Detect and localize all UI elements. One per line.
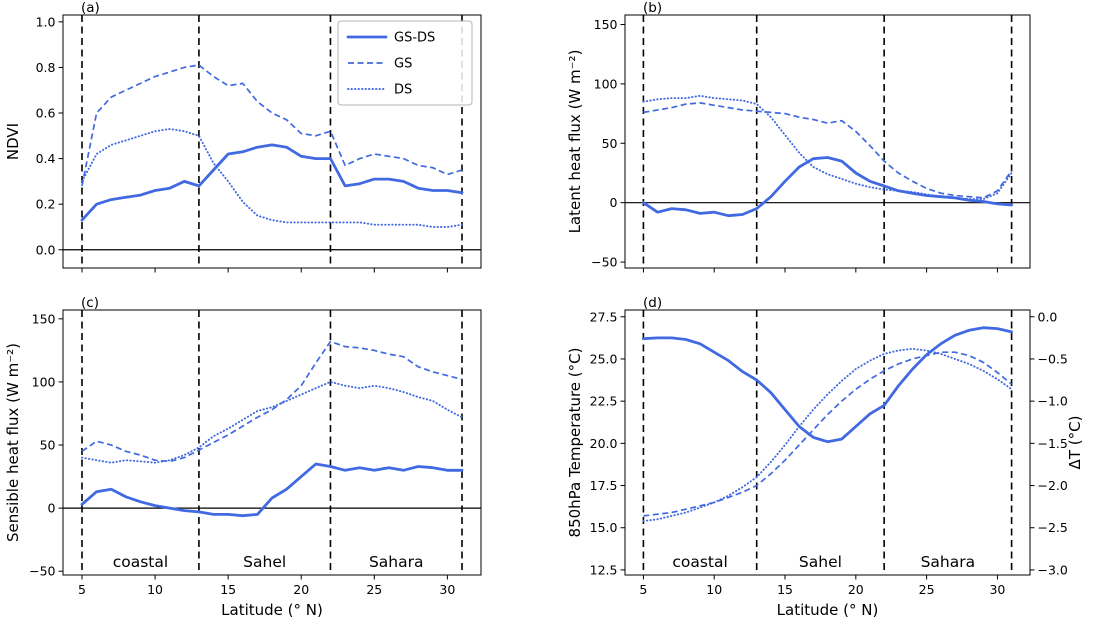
y-tick-label: 100 bbox=[594, 76, 618, 91]
legend: GS-DS GS DS bbox=[337, 20, 473, 106]
legend-label: GS bbox=[394, 57, 412, 72]
y-tick-label: 100 bbox=[32, 374, 56, 389]
y-tick-label: 15.0 bbox=[590, 520, 618, 535]
series-gs bbox=[81, 340, 463, 463]
y-tick-label: 0.6 bbox=[36, 106, 56, 121]
region-label-coastal: coastal bbox=[672, 553, 727, 571]
y-tick-label: 20.0 bbox=[590, 436, 618, 451]
right-y-tick-label: −2.0 bbox=[1038, 478, 1068, 493]
region-label-sahara: Sahara bbox=[921, 553, 976, 571]
panel-d: 12.5 15.0 17.5 20.0 22.5 25.0 27.5 0.0 −0.5 −1.0 −… bbox=[566, 295, 1084, 619]
series-gs bbox=[643, 351, 1013, 517]
right-y-tick-label: −1.5 bbox=[1038, 436, 1068, 451]
y-axis-label: Latent heat flux (W m⁻²) bbox=[566, 50, 584, 234]
x-axis-label: Latitude (° N) bbox=[221, 601, 323, 619]
x-tick-label: 30 bbox=[989, 582, 1005, 597]
axes-frame bbox=[624, 309, 1031, 576]
y-tick-label: 0.2 bbox=[36, 197, 56, 212]
y-axis-label: 850hPa Temperature (°C) bbox=[566, 348, 584, 538]
right-y-tick-label: −1.0 bbox=[1038, 394, 1068, 409]
y-tick-label: 50 bbox=[40, 438, 56, 453]
series-ds bbox=[642, 347, 1013, 522]
x-tick-label: 15 bbox=[777, 582, 793, 597]
x-tick-label: 20 bbox=[293, 582, 309, 597]
series-ds bbox=[81, 128, 463, 228]
y-tick-label: 17.5 bbox=[590, 478, 618, 493]
panel-title-d: (d) bbox=[643, 295, 662, 311]
y-tick-label: 22.5 bbox=[590, 394, 618, 409]
legend-box bbox=[337, 20, 473, 106]
series-ds bbox=[642, 94, 1013, 201]
y-tick-label: 27.5 bbox=[590, 309, 618, 324]
y-tick-label: 0 bbox=[48, 501, 56, 516]
panel-title-b: (b) bbox=[643, 0, 662, 16]
axes-frame bbox=[62, 309, 482, 576]
right-y-tick-label: 0.0 bbox=[1038, 309, 1058, 324]
series-gs bbox=[643, 102, 1013, 199]
panel-title-a: (a) bbox=[81, 0, 100, 16]
series-gs-ds bbox=[80, 462, 464, 518]
panel-b: −50 0 50 100 150 Latent heat flux (W m⁻²) (b) bbox=[566, 0, 1031, 273]
x-tick-label: 10 bbox=[147, 582, 163, 597]
x-axis-label: Latitude (° N) bbox=[777, 601, 879, 619]
y-tick-label: 1.0 bbox=[36, 14, 56, 29]
x-tick-label: 25 bbox=[366, 582, 382, 597]
region-label-sahara: Sahara bbox=[369, 553, 424, 571]
region-label-sahel: Sahel bbox=[799, 553, 842, 571]
x-tick-label: 5 bbox=[78, 582, 86, 597]
panel-a: 0.0 0.2 0.4 0.6 0.8 1.0 NDVI (a) GS-DS GS DS bbox=[4, 0, 482, 273]
region-label-sahel: Sahel bbox=[243, 553, 286, 571]
y-tick-label: 0 bbox=[610, 195, 618, 210]
region-label-coastal: coastal bbox=[113, 553, 168, 571]
right-y-tick-label: −2.5 bbox=[1038, 520, 1068, 535]
series-gs bbox=[81, 64, 463, 187]
y-tick-label: 12.5 bbox=[590, 562, 618, 577]
axes-frame bbox=[62, 14, 482, 269]
y-tick-label: 150 bbox=[32, 311, 56, 326]
legend-label: GS-DS bbox=[394, 31, 435, 46]
y-tick-label: −50 bbox=[591, 255, 617, 270]
panel-c: −50 0 50 100 150 5 10 15 20 25 30 Latitude (° N) Sen… bbox=[4, 295, 482, 619]
series-gs-ds bbox=[80, 143, 464, 222]
axes-frame bbox=[624, 14, 1031, 269]
y-tick-label: 150 bbox=[594, 17, 618, 32]
panel-title-c: (c) bbox=[81, 295, 99, 311]
right-y-tick-label: −0.5 bbox=[1038, 351, 1068, 366]
x-tick-label: 5 bbox=[639, 582, 647, 597]
x-tick-label: 15 bbox=[220, 582, 236, 597]
x-tick-label: 20 bbox=[848, 582, 864, 597]
y-tick-label: 50 bbox=[602, 136, 618, 151]
x-tick-label: 10 bbox=[706, 582, 722, 597]
y-tick-label: 0.0 bbox=[36, 242, 56, 257]
right-y-axis-label: ΔT (°C) bbox=[1066, 416, 1084, 470]
y-tick-label: 25.0 bbox=[590, 351, 618, 366]
series-gs-ds bbox=[642, 156, 1013, 218]
series-ds bbox=[81, 380, 463, 464]
x-tick-label: 25 bbox=[919, 582, 935, 597]
right-y-tick-label: −3.0 bbox=[1038, 562, 1068, 577]
series-gs-ds bbox=[642, 326, 1013, 444]
y-tick-label: 0.4 bbox=[36, 151, 56, 166]
y-tick-label: −50 bbox=[29, 564, 55, 579]
y-tick-label: 0.8 bbox=[36, 60, 56, 75]
legend-label: DS bbox=[394, 83, 412, 98]
y-axis-label: Sensible heat flux (W m⁻²) bbox=[4, 343, 22, 542]
x-tick-label: 30 bbox=[439, 582, 455, 597]
y-axis-label: NDVI bbox=[4, 123, 22, 160]
